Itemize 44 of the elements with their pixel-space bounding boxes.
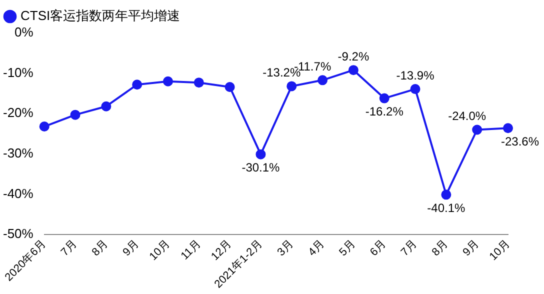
x-tick-label: 5月	[337, 238, 358, 259]
data-label: -40.1%	[427, 200, 466, 215]
point	[410, 84, 420, 94]
point	[224, 82, 235, 92]
data-label: -13.9%	[396, 68, 435, 82]
x-tick-label: 7月	[398, 238, 420, 259]
y-tick-label: 0%	[14, 24, 34, 40]
point	[194, 78, 204, 88]
x-tick-label: 4月	[306, 238, 327, 259]
y-tick-label: -30%	[2, 146, 34, 161]
x-tick-label: 9月	[460, 238, 482, 259]
x-tick-label: 3月	[275, 238, 296, 259]
point	[379, 93, 390, 104]
y-tick-label: -50%	[2, 226, 34, 242]
x-tick-label: 7月	[58, 238, 80, 259]
point	[39, 122, 50, 132]
x-tick-label: 10月	[487, 238, 512, 263]
x-tick-label: 10月	[147, 238, 172, 263]
point	[472, 124, 482, 135]
x-tick-label: 6月	[368, 238, 389, 259]
point	[70, 110, 80, 120]
point	[441, 190, 452, 200]
point	[162, 76, 173, 86]
point	[348, 65, 358, 76]
y-tick-label: -20%	[2, 105, 34, 120]
data-label: -24.0%	[448, 109, 486, 124]
x-tick-label: 12月	[209, 238, 234, 263]
point	[286, 81, 297, 92]
data-label: -30.1%	[242, 160, 280, 175]
data-label: -9.2%	[338, 49, 370, 64]
point	[132, 80, 142, 90]
point	[503, 123, 513, 134]
point	[101, 101, 112, 112]
legend-label: CTSI客运指数两年平均增速	[20, 8, 180, 24]
x-tick-label: 8月	[430, 238, 450, 259]
x-tick-label: 11月	[178, 238, 204, 262]
x-tick-label: 9月	[120, 238, 142, 259]
y-tick-label: -10%	[2, 64, 34, 80]
point	[256, 149, 266, 160]
point	[318, 75, 328, 86]
data-label: -23.6%	[500, 134, 540, 148]
x-tick-label: 8月	[90, 238, 110, 259]
data-label: -16.2%	[365, 104, 404, 119]
y-tick-label: -40%	[2, 186, 34, 201]
